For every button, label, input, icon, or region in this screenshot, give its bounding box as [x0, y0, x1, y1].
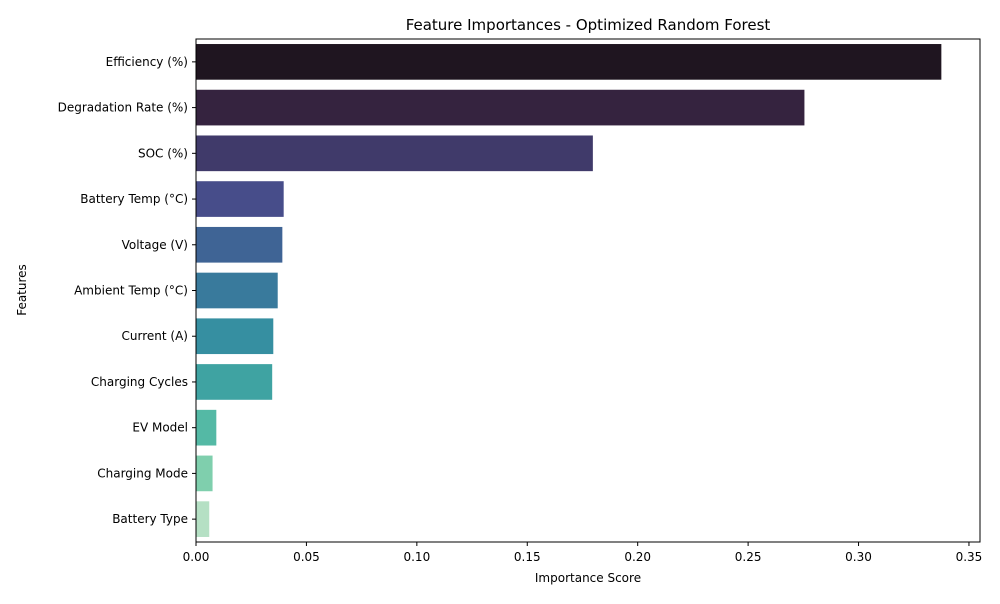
x-tick-label: 0.20	[624, 550, 651, 564]
x-tick-label: 0.25	[735, 550, 762, 564]
bar	[196, 272, 278, 309]
x-axis-ticks: 0.00 0.05 0.10 0.15 0.20 0.25 0.30 0.35	[183, 542, 983, 564]
y-tick-label: Charging Mode	[97, 466, 188, 480]
y-tick-label: Ambient Temp (°C)	[74, 284, 188, 298]
x-tick-label: 0.15	[514, 550, 541, 564]
chart-title: Feature Importances - Optimized Random F…	[406, 16, 771, 34]
bar	[196, 135, 593, 172]
bar	[196, 89, 805, 126]
y-tick-label: Charging Cycles	[91, 375, 188, 389]
y-tick-label: SOC (%)	[138, 146, 188, 160]
bar	[196, 501, 210, 537]
x-tick-label: 0.10	[403, 550, 430, 564]
bar	[196, 364, 273, 400]
y-axis-ticks: Efficiency (%) Degradation Rate (%) SOC (%…	[58, 55, 196, 526]
bar	[196, 318, 274, 355]
y-tick-label: Battery Type	[112, 512, 188, 526]
y-tick-label: Battery Temp (°C)	[80, 192, 188, 206]
bars-group	[196, 44, 942, 537]
bar	[196, 44, 942, 80]
y-tick-label: Degradation Rate (%)	[58, 101, 188, 115]
y-tick-label: Current (A)	[122, 329, 188, 343]
y-tick-label: Voltage (V)	[122, 238, 188, 252]
x-tick-label: 0.30	[845, 550, 872, 564]
bar	[196, 226, 283, 263]
x-tick-label: 0.05	[293, 550, 320, 564]
bar	[196, 455, 213, 492]
x-tick-label: 0.35	[956, 550, 983, 564]
plot-frame	[195, 38, 981, 543]
x-axis-label: Importance Score	[535, 571, 641, 585]
y-tick-label: EV Model	[132, 421, 188, 435]
x-tick-label: 0.00	[183, 550, 210, 564]
y-tick-label: Efficiency (%)	[106, 55, 188, 69]
y-axis-label: Features	[15, 264, 29, 316]
bar	[196, 181, 284, 217]
bar	[196, 409, 217, 446]
